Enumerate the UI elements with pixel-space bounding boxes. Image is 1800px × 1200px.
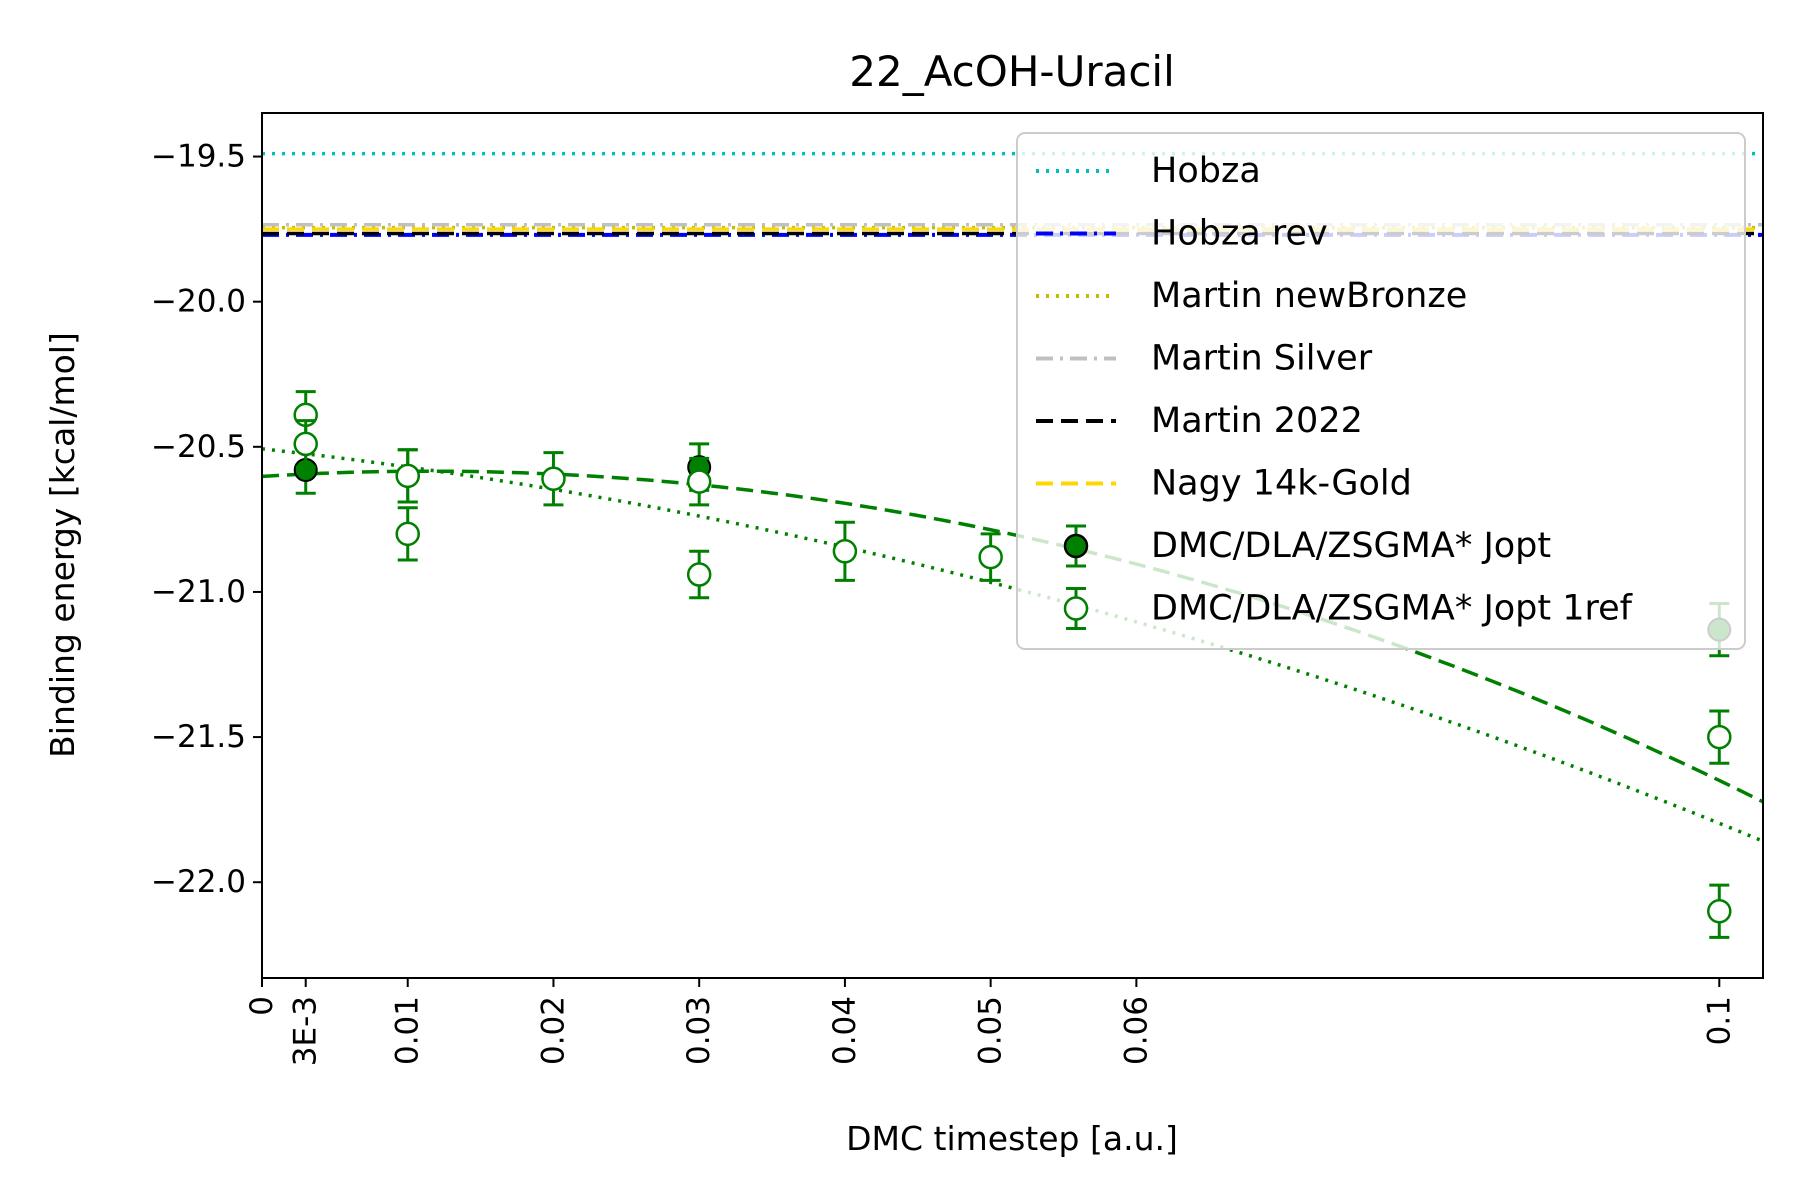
x-tick-label: 0.01 — [390, 996, 426, 1065]
y-tick-label: −19.5 — [151, 139, 246, 175]
point-marker — [397, 465, 419, 487]
legend-label: Martin 2022 — [1151, 401, 1363, 441]
legend-marker-swatch — [1065, 598, 1087, 620]
point-marker — [834, 540, 856, 562]
point-marker — [542, 468, 564, 490]
y-tick-label: −22.0 — [151, 864, 246, 900]
legend-label: Martin newBronze — [1151, 276, 1467, 316]
point-marker — [688, 564, 710, 586]
legend-label: Hobza — [1151, 151, 1261, 191]
y-tick-label: −21.0 — [151, 574, 246, 610]
x-tick-label: 0.03 — [681, 996, 717, 1065]
x-tick-label: 0.06 — [1118, 996, 1154, 1065]
y-tick-label: −21.5 — [151, 719, 246, 755]
x-tick-label: 3E-3 — [288, 996, 324, 1066]
point-marker — [397, 523, 419, 545]
x-axis-label: DMC timestep [a.u.] — [846, 1119, 1178, 1158]
legend-label: Nagy 14k-Gold — [1151, 464, 1412, 504]
x-tick-label: 0.1 — [1701, 996, 1737, 1045]
y-tick-label: −20.0 — [151, 284, 246, 320]
x-tick-label: 0 — [244, 996, 280, 1016]
x-tick-label: 0.02 — [535, 996, 571, 1065]
x-tick-label: 0.04 — [827, 996, 863, 1065]
legend-label: DMC/DLA/ZSGMA* Jopt — [1151, 526, 1551, 566]
x-tick-label: 0.05 — [973, 996, 1009, 1065]
y-axis-label: Binding energy [kcal/mol] — [43, 332, 82, 758]
point-marker — [1708, 726, 1730, 748]
point-marker — [1708, 900, 1730, 922]
chart-title: 22_AcOH-Uracil — [849, 47, 1175, 96]
legend-box — [1017, 133, 1745, 649]
point-marker — [688, 471, 710, 493]
legend-marker-swatch — [1065, 535, 1087, 557]
legend-label: Martin Silver — [1151, 339, 1373, 379]
point-marker — [980, 546, 1002, 568]
point-marker — [295, 433, 317, 455]
legend-entry: DMC/DLA/ZSGMA* Jopt 1ref — [1065, 589, 1633, 629]
legend-label: Hobza rev — [1151, 214, 1328, 254]
legend-label: DMC/DLA/ZSGMA* Jopt 1ref — [1151, 589, 1633, 629]
y-tick-label: −20.5 — [151, 429, 246, 465]
